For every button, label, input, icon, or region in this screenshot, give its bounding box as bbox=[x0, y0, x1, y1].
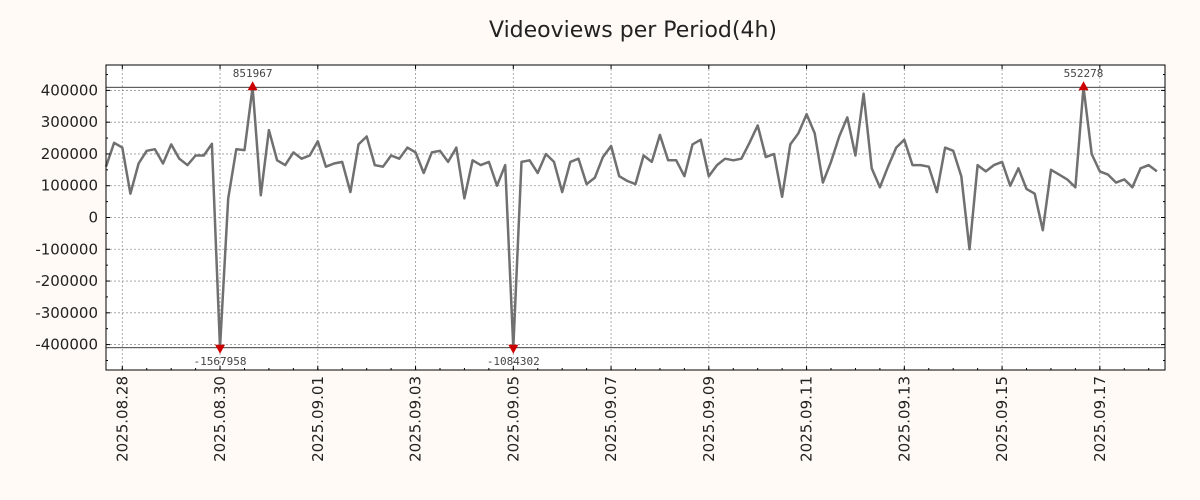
x-tick-label: 2025.09.09 bbox=[700, 376, 718, 462]
x-tick-label: 2025.09.05 bbox=[504, 376, 522, 462]
y-tick-label: -100000 bbox=[35, 240, 98, 258]
x-tick-label: 2025.08.28 bbox=[113, 376, 131, 462]
x-tick-label: 2025.09.15 bbox=[993, 376, 1011, 462]
x-tick-label: 2025.09.03 bbox=[407, 376, 425, 462]
series-line bbox=[104, 85, 1158, 350]
y-axis-ticks: 400000 300000 200000 100000 0 -100000 -200000 -… bbox=[35, 74, 1165, 361]
grid bbox=[106, 65, 1165, 370]
peak-marker bbox=[1078, 81, 1089, 91]
x-axis-ticks: 2025.08.28 2025.08.30 2025.09.01 2025.09.03… bbox=[113, 65, 1150, 462]
peak-label: 552278 bbox=[1064, 67, 1104, 80]
y-tick-label: -400000 bbox=[35, 336, 98, 354]
y-tick-label: 300000 bbox=[41, 113, 98, 131]
peak-marker bbox=[215, 344, 226, 354]
x-tick-label: 2025.09.11 bbox=[798, 376, 816, 462]
peak-label: -1567958 bbox=[194, 355, 247, 368]
plot-frame bbox=[105, 64, 1166, 371]
x-tick-label: 2025.09.13 bbox=[895, 376, 913, 462]
x-tick-label: 2025.08.30 bbox=[211, 376, 229, 462]
y-tick-label: 200000 bbox=[41, 145, 98, 163]
x-tick-label: 2025.09.01 bbox=[309, 376, 327, 462]
clip-lines bbox=[106, 86, 1165, 349]
x-tick-label: 2025.09.17 bbox=[1091, 376, 1109, 462]
y-tick-label: 0 bbox=[88, 209, 98, 227]
y-tick-label: -300000 bbox=[35, 304, 98, 322]
peak-marker bbox=[508, 344, 519, 354]
y-tick-label: 100000 bbox=[41, 177, 98, 195]
y-tick-label: 400000 bbox=[41, 81, 98, 99]
markers-layer: 851967 -1567958 -1084302 552278 bbox=[194, 67, 1104, 368]
x-tick-label: 2025.09.07 bbox=[602, 376, 620, 462]
peak-marker bbox=[247, 81, 258, 91]
peak-label: 851967 bbox=[233, 67, 273, 80]
y-tick-label: -200000 bbox=[35, 272, 98, 290]
series-layer bbox=[104, 85, 1158, 350]
chart-title: Videoviews per Period(4h) bbox=[489, 18, 777, 43]
peak-label: -1084302 bbox=[487, 355, 540, 368]
